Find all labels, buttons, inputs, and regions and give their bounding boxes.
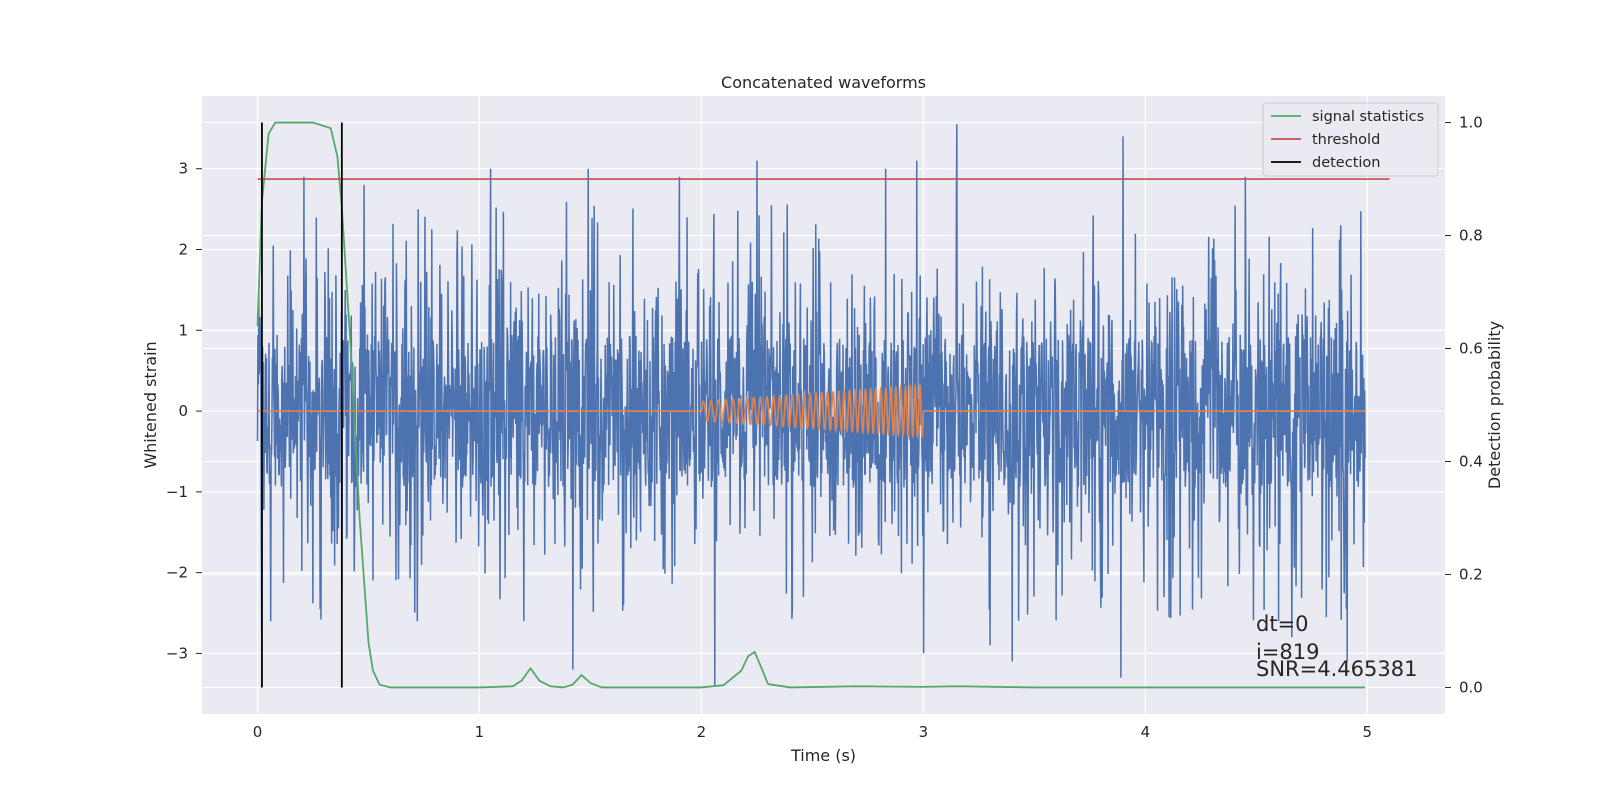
y-tick-label-5: −2	[166, 564, 188, 582]
y2-tick-label-5: 0.0	[1459, 678, 1483, 696]
y2-tick-label-2: 0.6	[1459, 340, 1483, 358]
x-axis-label: Time (s)	[790, 746, 856, 765]
y2-axis-label: Detection probability	[1485, 321, 1504, 489]
x-tick-label-3: 3	[919, 723, 929, 741]
y-tick-label-3: 0	[178, 402, 188, 420]
y-tick-label-1: 2	[178, 240, 188, 258]
x-tick-label-0: 0	[253, 723, 263, 741]
y-axis-label: Whitened strain	[141, 341, 160, 468]
legend-label-signal-statistics: signal statistics	[1312, 109, 1424, 125]
y-tick-label-6: −3	[166, 644, 188, 662]
chart-title: Concatenated waveforms	[721, 73, 926, 92]
y-tick-label-4: −1	[166, 483, 188, 501]
legend-label-threshold: threshold	[1312, 132, 1380, 148]
strain-line	[256, 124, 1366, 686]
legend-box	[1262, 102, 1439, 177]
y-tick-label-0: 3	[178, 160, 188, 178]
x-tick-label-4: 4	[1141, 723, 1151, 741]
y2-tick-label-3: 0.4	[1459, 452, 1483, 470]
x-tick-label-1: 1	[475, 723, 485, 741]
annotation-dt: dt=0	[1256, 612, 1309, 636]
y2-tick-label-0: 1.0	[1459, 114, 1483, 132]
annotations: dt=0 i=819 SNR=4.465381	[1256, 612, 1417, 681]
y2-tick-label-4: 0.2	[1459, 565, 1483, 583]
x-tick-label-5: 5	[1363, 723, 1373, 741]
legend: signal statistics threshold detection	[1262, 102, 1439, 177]
strain-series	[256, 124, 1366, 686]
annotation-i: i=819	[1256, 640, 1320, 664]
y2-tick-label-1: 0.8	[1459, 227, 1483, 245]
y-tick-label-2: 1	[178, 321, 188, 339]
detection-series	[261, 122, 343, 688]
annotation-snr: SNR=4.465381	[1256, 657, 1417, 681]
signal-statistics-line	[256, 121, 1366, 689]
x-tick-label-2: 2	[697, 723, 707, 741]
legend-label-detection: detection	[1312, 155, 1380, 171]
axis-ticks: 0 1 2 3 4 5 3 2 1 0 −1 −2 −3 1.0 0.8 0.6 0.4 0.2 0.0	[166, 114, 1483, 741]
injection-line	[257, 382, 1366, 440]
signal-statistics-series	[256, 121, 1366, 689]
injection-series	[257, 382, 1366, 440]
